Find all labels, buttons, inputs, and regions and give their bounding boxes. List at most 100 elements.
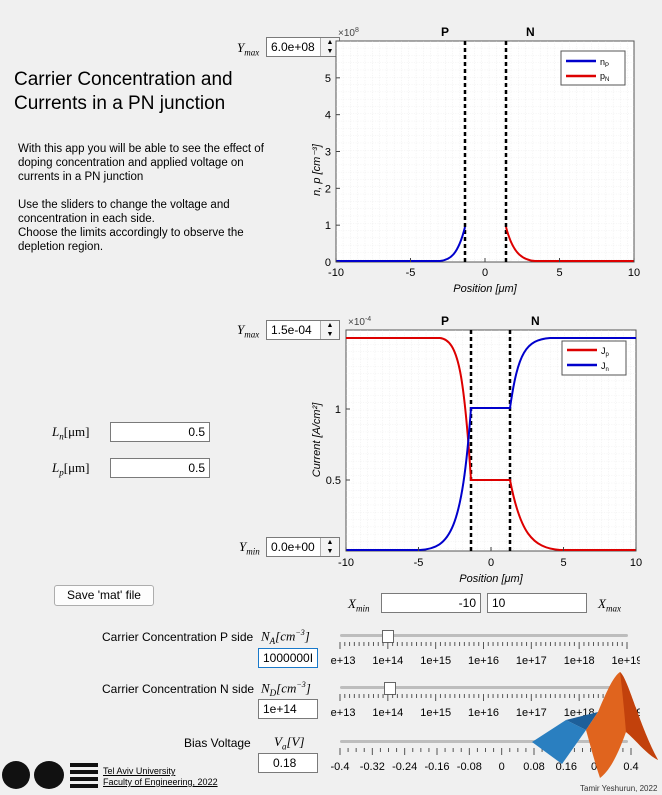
na-field[interactable]: 1000000I (258, 648, 318, 668)
spinner-up-icon[interactable]: ▲ (326, 322, 334, 329)
app-title: Carrier Concentration and Currents in a … (14, 69, 233, 114)
bias-slider-tick-label: -0.16 (424, 761, 449, 773)
faculty-emblem-icon (34, 761, 64, 789)
na-label: Carrier Concentration P side (102, 630, 254, 644)
plot2-xlabel: Position [μm] (459, 573, 523, 585)
nd-slider-thumb[interactable] (384, 682, 396, 695)
np-curve (336, 226, 466, 262)
na-slider-tick-label: 1e+17 (516, 655, 547, 667)
plot1-region-p: P (441, 25, 449, 39)
plot2-y-tick-label: 0.5 (326, 475, 341, 487)
bias-label: Bias Voltage (184, 736, 251, 750)
nd-slider-tick-label: 1e+16 (468, 707, 499, 719)
va-field[interactable]: 0.18 (258, 753, 318, 773)
lp-label: Lp[μm] (52, 460, 90, 478)
plot1-y-tick-label: 5 (325, 73, 331, 85)
spinner-down-icon[interactable]: ▼ (326, 48, 334, 55)
xmin-field[interactable]: -10 (381, 593, 481, 613)
bias-slider-track[interactable] (340, 740, 628, 743)
bias-slider-tick-label: 0.16 (556, 761, 577, 773)
nd-slider-tick-label: 1e+13 (330, 707, 355, 719)
jn-curve (346, 337, 636, 551)
lp-field[interactable]: 0.5 (110, 458, 210, 478)
bias-slider-tick-label: -0.32 (360, 761, 385, 773)
na-slider-tick-label: 1e+15 (420, 655, 451, 667)
plot2-ylabel: Current [A/cm²] (311, 402, 323, 478)
na-slider-tick-label: 1e+16 (468, 655, 499, 667)
plot1-ymax-label: Ymax (237, 40, 260, 58)
xmin-label: Xmin (348, 596, 370, 614)
plot2-ymin-spinner[interactable]: 0.0e+00 ▲ ▼ (266, 537, 340, 557)
na-slider-tick-label: 1e+13 (330, 655, 355, 667)
va-symbol: Va[V] (274, 734, 305, 752)
plot2-ymin-value[interactable]: 0.0e+00 (271, 540, 315, 554)
svg-text:Jn: Jn (601, 361, 609, 373)
plot2-exponent: ×10-4 (348, 316, 371, 328)
plot2-region-p: P (441, 314, 449, 328)
na-slider-track[interactable] (340, 634, 628, 637)
app-description: With this app you will be able to see th… (18, 143, 264, 253)
plot2-ymin-label: Ymin (239, 539, 260, 557)
plot2-x-ticks: -10 -5 0 5 10 (338, 547, 642, 569)
plot1-x-tick-label: -5 (406, 267, 416, 279)
xmax-field[interactable]: 10 (487, 593, 587, 613)
plot2-x-tick-label: -10 (338, 557, 354, 569)
matlab-logo (532, 672, 658, 778)
plot2-ymax-spinner[interactable]: 1.5e-04 ▲ ▼ (266, 320, 340, 340)
plot1-x-tick-label: 10 (628, 267, 640, 279)
plot1-y-tick-label: 0 (325, 257, 331, 269)
bias-slider-tick-label: 0.08 (523, 761, 544, 773)
plot1-y-tick-label: 1 (325, 220, 331, 232)
pn-curve (505, 226, 634, 262)
plot2-x-tick-label: 10 (630, 557, 642, 569)
bias-slider-tick-label: -0.4 (331, 761, 350, 773)
plot2-ymax-value[interactable]: 1.5e-04 (271, 323, 312, 337)
plot2-y-tick-label: 1 (335, 404, 341, 416)
ln-field[interactable]: 0.5 (110, 422, 210, 442)
spinner-down-icon[interactable]: ▼ (326, 548, 334, 555)
nd-slider-tick-label: 1e+17 (516, 707, 547, 719)
spinner-up-icon[interactable]: ▲ (326, 539, 334, 546)
plot1-xlabel: Position [μm] (453, 283, 517, 295)
svg-text:pN: pN (600, 71, 609, 83)
nd-field[interactable]: 1e+14 (258, 699, 318, 719)
university-emblem-icon (2, 761, 30, 789)
plot1-y-tick-label: 3 (325, 147, 331, 159)
jp-curve (346, 337, 636, 551)
nd-slider-tick-label: 1e+15 (420, 707, 451, 719)
plot2-x-tick-label: -5 (414, 557, 424, 569)
svg-text:Jp: Jp (601, 346, 610, 358)
spinner-down-icon[interactable]: ▼ (326, 331, 334, 338)
svg-text:nP: nP (600, 57, 609, 69)
university-link[interactable]: Tel Aviv University Faculty of Engineeri… (103, 766, 218, 787)
na-slider-ticks: 1e+13 1e+14 1e+15 1e+16 1e+17 1e+18 1e+19 (330, 642, 640, 667)
plot1-region-n: N (526, 25, 535, 39)
plot2-x-tick-label: 5 (560, 557, 566, 569)
plot1-x-tick-label: -10 (328, 267, 344, 279)
nd-slider-track[interactable] (340, 686, 628, 689)
plot1-x-tick-label: 5 (556, 267, 562, 279)
engineering-emblem-icon (70, 763, 98, 789)
plot1-x-ticks: -10 -5 0 5 10 (328, 258, 640, 279)
na-symbol: NA[cm−3] (261, 628, 310, 646)
xmax-label: Xmax (598, 596, 621, 614)
ln-label: Ln[μm] (52, 424, 90, 442)
plot2-region-n: N (531, 314, 540, 328)
nd-symbol: ND[cm−3] (261, 680, 311, 698)
nd-label: Carrier Concentration N side (102, 682, 255, 696)
na-slider-tick-label: 1e+19 (612, 655, 640, 667)
plot1-y-tick-label: 4 (325, 110, 331, 122)
plot1-ymax-value[interactable]: 6.0e+08 (271, 40, 315, 54)
bias-slider-tick-label: 0.4 (623, 761, 638, 773)
plot1-ylabel: n, p [cm⁻³] (311, 143, 323, 196)
author-credit: Tamir Yeshurun, 2022 (580, 784, 658, 793)
plot1-ymax-spinner[interactable]: 6.0e+08 ▲ ▼ (266, 37, 340, 57)
save-mat-button[interactable]: Save 'mat' file (54, 585, 154, 606)
plot1-legend: nP pN (560, 50, 626, 86)
plot1-exponent: ×108 (338, 27, 359, 39)
spinner-up-icon[interactable]: ▲ (326, 39, 334, 46)
plot2-legend: Jp Jn (561, 340, 627, 376)
plot1-x-tick-label: 0 (482, 267, 488, 279)
